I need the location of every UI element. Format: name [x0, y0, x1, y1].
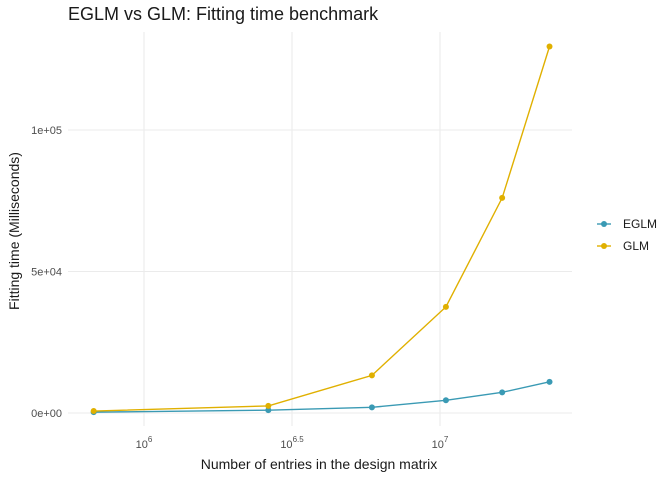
legend-marker-eglm — [601, 221, 607, 227]
eglm-point — [546, 378, 553, 385]
y-axis-title: Fitting time (Milliseconds) — [6, 152, 22, 310]
series-layer — [90, 43, 553, 416]
eglm-point — [265, 407, 272, 414]
y-tick-label: 0e+00 — [31, 408, 62, 420]
eglm-line — [93, 381, 550, 413]
x-axis-title: Number of entries in the design matrix — [201, 456, 438, 472]
glm-point — [265, 402, 272, 409]
x-tick-label: 106 — [136, 435, 153, 451]
eglm-point — [499, 389, 506, 396]
y-tick-label: 1e+05 — [31, 125, 62, 137]
eglm-point — [368, 404, 375, 411]
y-tick-label: 5e+04 — [31, 267, 62, 279]
glm-point — [499, 194, 506, 201]
legend-label-glm: GLM — [623, 239, 649, 253]
legend-label-eglm: EGLM — [623, 217, 657, 231]
x-tick-label: 107 — [432, 435, 449, 451]
grid — [68, 32, 572, 426]
glm-line — [93, 46, 551, 412]
eglm-point — [442, 397, 449, 404]
legend: EGLM GLM — [597, 217, 657, 253]
legend-marker-glm — [601, 243, 607, 249]
glm-point — [90, 408, 97, 415]
x-tick-label: 106.5 — [280, 435, 304, 451]
chart-title: EGLM vs GLM: Fitting time benchmark — [68, 4, 379, 24]
glm-point — [546, 43, 553, 50]
glm-point — [442, 303, 449, 310]
glm-point — [368, 372, 375, 379]
y-axis-ticks: 0e+00 5e+04 1e+05 — [31, 125, 62, 420]
x-axis-ticks: 106 106.5 107 — [136, 435, 449, 451]
